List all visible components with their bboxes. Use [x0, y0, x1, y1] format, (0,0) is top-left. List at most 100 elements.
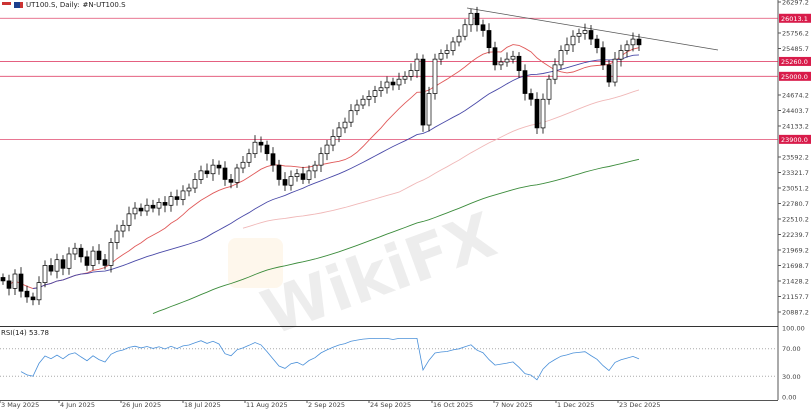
price-tick-label: 24674.2: [782, 92, 809, 100]
candle-bull: [66, 253, 72, 269]
candle-bull: [12, 273, 18, 289]
candle-bear: [24, 290, 30, 298]
level-label-bg: [779, 56, 811, 66]
price-tick-label: 22510.2: [782, 216, 809, 224]
candle-bull: [366, 96, 372, 100]
candle-bear: [6, 280, 12, 289]
candle-bear: [474, 12, 480, 26]
candle-bear: [276, 164, 282, 180]
level-label: 26013.1: [781, 15, 808, 23]
rsi-tick-label: 30.00: [782, 373, 801, 381]
symbol-description: #N-UT100.S: [82, 1, 126, 9]
candle-bear: [492, 47, 498, 66]
candle-bull: [192, 179, 198, 189]
candle-bull: [144, 204, 150, 212]
time-tick-label: 26 Jun 2025: [122, 401, 161, 409]
price-tick-label: 23051.2: [782, 185, 809, 193]
candle-bear: [528, 93, 534, 100]
price-tick-label: 25756.2: [782, 30, 809, 38]
candle-bull: [72, 247, 78, 255]
candle-bull: [126, 213, 132, 226]
candle-bull: [582, 30, 588, 34]
time-tick-label: 11 Aug 2025: [246, 401, 288, 409]
candle-bull: [252, 141, 258, 155]
candle-bull: [612, 58, 618, 83]
candle-bull: [414, 58, 420, 71]
candle-bull: [372, 90, 378, 97]
candle-bull: [342, 121, 348, 129]
candle-bear: [150, 204, 156, 209]
time-tick-label: 24 Sep 2025: [370, 401, 411, 409]
time-tick-label: 23 Dec 2025: [619, 401, 661, 409]
time-tick-label: 16 Oct 2025: [433, 401, 473, 409]
price-tick-label: 21428.2: [782, 278, 809, 286]
candle-bear: [534, 98, 540, 129]
level-label: 23900.0: [781, 136, 808, 144]
price-tick-label: 21698.7: [782, 262, 809, 270]
candle-bull: [156, 202, 162, 209]
candle-bull: [630, 38, 636, 46]
candle-bull: [558, 50, 564, 66]
candle-bull: [108, 242, 114, 266]
price-tick-label: 22780.7: [782, 200, 809, 208]
candle-bull: [468, 12, 474, 26]
candle-bull: [354, 104, 360, 112]
candle-bull: [546, 78, 552, 100]
candle-bull: [576, 33, 582, 37]
candle-bear: [102, 259, 108, 266]
time-tick-label: 2 Sep 2025: [308, 401, 345, 409]
rsi-label: RSI(14) 53.78: [1, 329, 50, 337]
candle-bull: [312, 164, 318, 172]
candle-bull: [246, 153, 252, 163]
candle-bull: [288, 176, 294, 186]
candle-bull: [498, 61, 504, 66]
price-tick-label: 24403.7: [782, 107, 809, 115]
candle-bear: [600, 47, 606, 66]
moving-average-line: [242, 89, 640, 229]
candle-bull: [42, 265, 48, 283]
candle-bull: [552, 64, 558, 80]
candle-bull: [330, 136, 336, 146]
candle-bear: [264, 144, 270, 155]
level-label-bg: [779, 13, 811, 23]
candle-bear: [216, 164, 222, 169]
candle-bull: [132, 207, 138, 215]
candle-bull: [504, 58, 510, 63]
candle-bull: [564, 44, 570, 51]
candle-bull: [168, 196, 174, 206]
rsi-line: [20, 337, 640, 381]
level-label-bg: [779, 134, 811, 144]
candle-bear: [390, 81, 396, 86]
price-tick-label: 23592.2: [782, 154, 809, 162]
time-tick-label: 18 Jul 2025: [184, 401, 221, 409]
moving-average-line: [8, 44, 640, 289]
time-tick-label: 3 May 2025: [1, 401, 39, 409]
candle-bull: [510, 55, 516, 60]
flag-icon: [2, 2, 11, 8]
moving-average-line: [152, 158, 640, 315]
candle-bear: [522, 70, 528, 94]
candle-bear: [84, 256, 90, 266]
watermark-logo: [228, 238, 283, 288]
candle-bull: [618, 50, 624, 60]
candle-bull: [432, 58, 438, 94]
candle-bull: [210, 164, 216, 175]
candle-bull: [90, 250, 96, 266]
time-tick-label: 1 Dec 2025: [557, 401, 594, 409]
candle-bear: [78, 247, 84, 258]
price-tick-label: 26297.2: [782, 0, 809, 7]
moving-average-line: [32, 54, 640, 289]
candle-bear: [204, 170, 210, 175]
candle-bull: [120, 224, 126, 232]
candle-bull: [462, 24, 468, 37]
candle-bear: [30, 296, 36, 301]
candle-bull: [186, 187, 192, 192]
price-tick-label: 21969.2: [782, 247, 809, 255]
rsi-tick-label: 0.00: [782, 394, 796, 402]
price-tick-label: 22239.7: [782, 231, 809, 239]
candle-bull: [306, 170, 312, 180]
candle-bull: [624, 44, 630, 51]
price-tick-label: 21157.7: [782, 293, 809, 301]
candle-bull: [180, 190, 186, 200]
